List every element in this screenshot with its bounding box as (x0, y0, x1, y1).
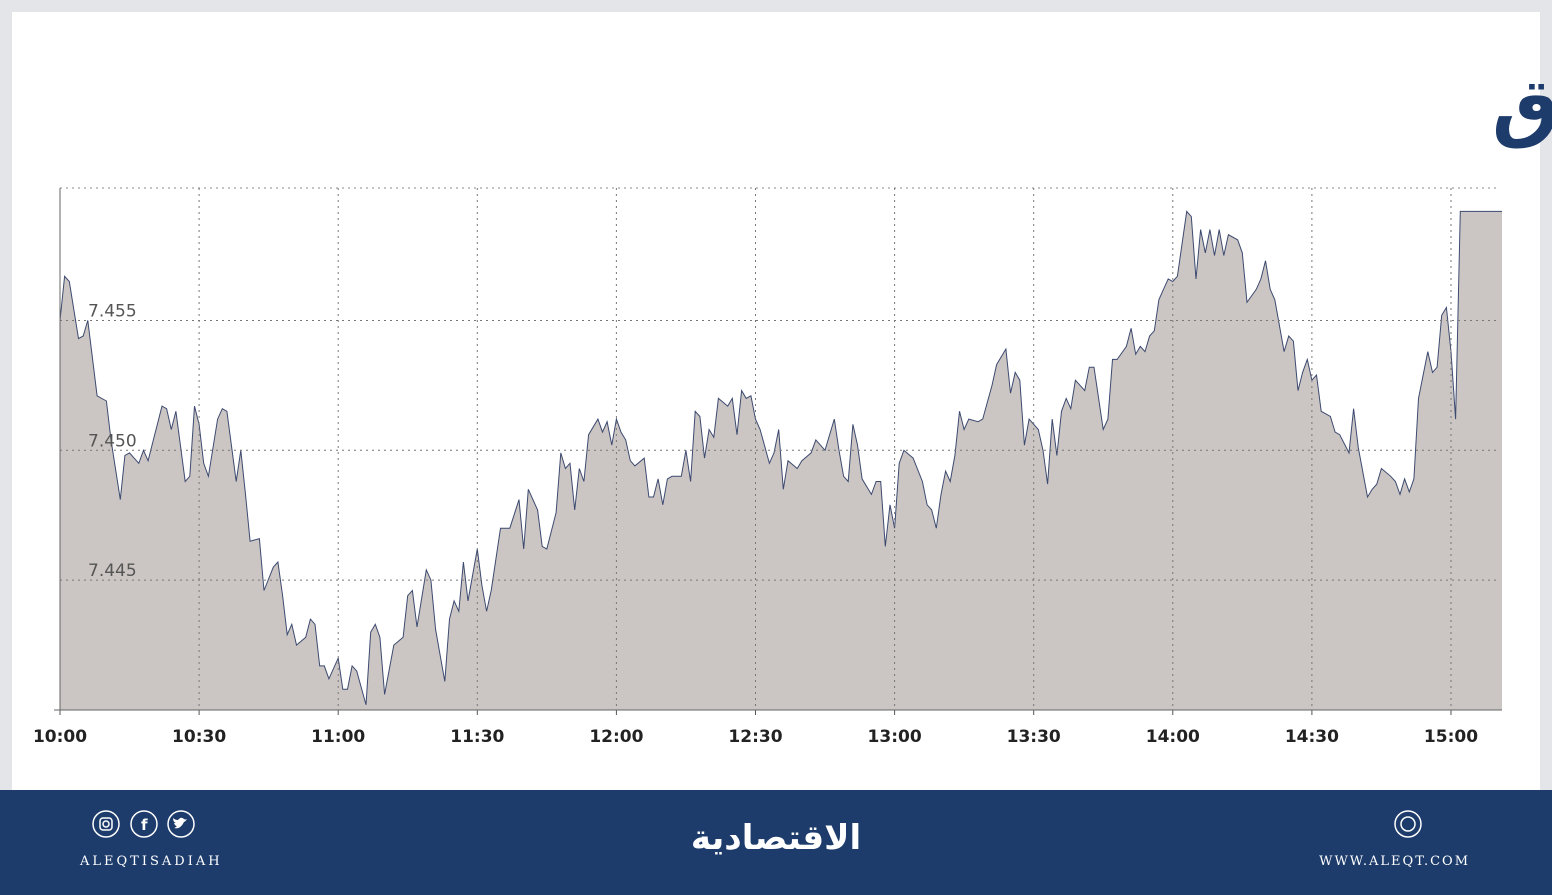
y-tick-label: 7.450 (88, 431, 137, 451)
chart-title: مؤشر السوق (1492, 61, 1552, 151)
footer-icons: f (92, 810, 1422, 838)
x-tick-label: 11:00 (311, 727, 365, 747)
x-tick-label: 12:00 (589, 727, 643, 747)
y-tick-label: 7.445 (88, 561, 137, 581)
chart: مؤشر السوق 7.445 7.450 7.455 10:00 10:30 11:0… (33, 61, 1552, 747)
x-tick-label: 11:30 (450, 727, 504, 747)
footer: f ALEQTISADIAH الاقتصادية WWW.ALEQT.COM (0, 790, 1552, 895)
dribbble-icon[interactable] (1394, 810, 1422, 838)
x-tick-label: 10:30 (172, 727, 226, 747)
x-tick-label: 14:30 (1285, 727, 1339, 747)
x-tick-label: 12:30 (728, 727, 782, 747)
social-handle: ALEQTISADIAH (80, 854, 223, 869)
website[interactable]: WWW.ALEQT.COM (1319, 854, 1470, 869)
twitter-icon[interactable] (167, 810, 195, 838)
facebook-icon[interactable] (130, 810, 158, 838)
x-tick-label: 15:00 (1424, 727, 1478, 747)
y-tick-label: 7.455 (88, 301, 137, 321)
x-tick-label: 10:00 (33, 727, 87, 747)
logo: الاقتصادية (690, 818, 862, 858)
line (59, 210, 1502, 705)
x-tick-label: 13:30 (1007, 727, 1061, 747)
svg-text:f: f (141, 816, 148, 834)
instagram-icon[interactable] (92, 810, 120, 838)
x-tick-label: 13:00 (868, 727, 922, 747)
x-tick-label: 14:00 (1146, 727, 1200, 747)
